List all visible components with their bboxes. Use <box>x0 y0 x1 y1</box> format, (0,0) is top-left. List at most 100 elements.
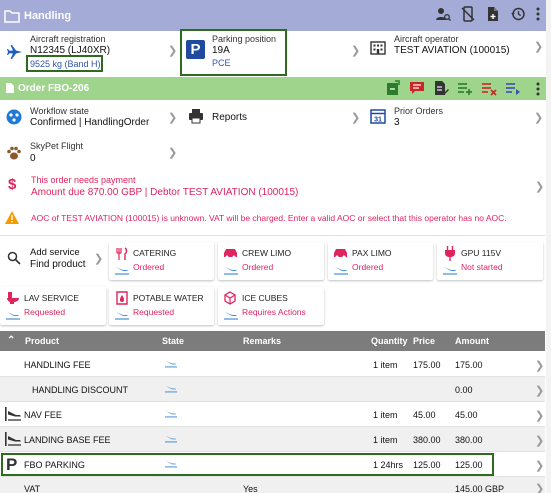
order-title: Order FBO-206 <box>18 83 90 94</box>
service-card-catering[interactable]: CATERING Ordered <box>109 242 214 280</box>
landing-plane-icon <box>5 407 21 421</box>
service-name: GPU 115V <box>461 248 502 258</box>
scrollbar[interactable] <box>546 0 551 493</box>
building-icon <box>370 41 386 55</box>
chevron-right-icon: ❯ <box>351 45 361 57</box>
collapse-icon[interactable]: ⌃ <box>7 335 16 346</box>
aircraft-weight: 9525 kg (Band H) <box>30 59 101 69</box>
chevron-right-icon: ❯ <box>534 41 544 53</box>
operator-value: TEST AVIATION (100015) <box>394 45 510 56</box>
product-name: HANDLING FEE <box>24 360 91 370</box>
row-quantity: 1 item <box>373 410 398 420</box>
arrival-icon <box>224 312 238 320</box>
col-price[interactable]: Price <box>413 336 436 346</box>
row-amount: 125.00 <box>455 460 483 470</box>
add-list-icon[interactable] <box>457 80 473 96</box>
service-name: POTABLE WATER <box>133 293 204 303</box>
row-quantity: 1 item <box>373 435 398 445</box>
col-quantity[interactable]: Quantity <box>371 336 408 346</box>
history-icon[interactable] <box>510 6 526 22</box>
more-vertical-icon[interactable] <box>535 81 541 97</box>
no-phone-icon[interactable] <box>460 6 476 22</box>
col-state[interactable]: State <box>162 336 185 346</box>
car-icon <box>224 249 237 259</box>
chevron-right-icon: ❯ <box>168 147 178 159</box>
aoc-warning-text: AOC of TEST AVIATION (100015) is unknown… <box>31 213 507 223</box>
product-name: LANDING BASE FEE <box>24 435 111 445</box>
table-row[interactable]: VAT Yes 145.00 GBP ❯ <box>0 477 545 493</box>
parking-highlight <box>180 29 287 76</box>
col-remarks[interactable]: Remarks <box>243 336 282 346</box>
service-state: Requested <box>24 307 66 317</box>
landing-plane-icon <box>5 432 21 446</box>
parking-position[interactable]: P Parking position 19A PCE ❯ <box>180 29 363 76</box>
add-service-button[interactable]: Add service Find product ❯ <box>0 242 106 280</box>
more-vertical-icon[interactable] <box>535 6 541 22</box>
comment-icon[interactable] <box>409 80 425 96</box>
user-search-icon[interactable] <box>435 6 451 22</box>
service-card-gpu[interactable]: GPU 115V Not started <box>437 242 543 280</box>
service-card-potable-water[interactable]: POTABLE WATER Requested <box>109 287 214 325</box>
reports-label: Reports <box>212 112 248 123</box>
service-state: Not started <box>461 262 503 272</box>
remove-list-icon[interactable] <box>481 80 497 96</box>
service-card-lav[interactable]: LAV SERVICE Requested <box>0 287 106 325</box>
parking-value: 19A <box>212 45 230 56</box>
arrival-icon <box>165 360 177 368</box>
row-remarks: Yes <box>243 484 258 493</box>
table-row[interactable]: NAV FEE 1 item 45.00 45.00 ❯ <box>0 402 545 427</box>
order-header: Order FBO-206 <box>0 77 551 100</box>
service-card-ice-cubes[interactable]: ICE CUBES Requires Actions <box>218 287 324 325</box>
add-service-label: Add service <box>30 247 80 258</box>
table-row[interactable]: LANDING BASE FEE 1 item 380.00 380.00 ❯ <box>0 427 545 452</box>
service-card-crew-limo[interactable]: CREW LIMO Ordered <box>218 242 324 280</box>
workflow-state[interactable]: Workflow state Confirmed | HandlingOrder… <box>0 102 180 134</box>
dollar-icon: $ <box>8 176 17 193</box>
arrival-icon <box>165 435 177 443</box>
skypet-flight[interactable]: SkyPet Flight 0 ❯ <box>0 137 180 169</box>
row-amount: 45.00 <box>455 410 478 420</box>
service-state: Requires Actions <box>242 307 306 317</box>
workflow-icon <box>6 109 22 125</box>
add-note-icon[interactable] <box>385 80 401 96</box>
reports-button[interactable]: Reports ❯ <box>180 102 363 134</box>
row-quantity: 1 item <box>373 360 398 370</box>
plug-icon <box>445 246 455 261</box>
arrival-icon <box>165 385 177 393</box>
prior-orders-value: 3 <box>394 117 400 128</box>
chevron-right-icon: ❯ <box>535 435 545 447</box>
col-product[interactable]: Product <box>25 336 60 346</box>
arrival-icon <box>115 267 129 275</box>
parking-sub: PCE <box>212 58 231 68</box>
printer-icon <box>189 109 203 124</box>
table-row[interactable]: HANDLING DISCOUNT 0.00 ❯ <box>0 377 545 402</box>
catering-icon <box>116 247 128 260</box>
add-document-icon[interactable] <box>485 6 501 22</box>
chevron-right-icon: ❯ <box>535 385 545 397</box>
service-card-pax-limo[interactable]: PAX LIMO Ordered <box>328 242 433 280</box>
service-name: CREW LIMO <box>242 248 292 258</box>
row-amount: 380.00 <box>455 435 483 445</box>
aoc-warning: AOC of TEST AVIATION (100015) is unknown… <box>0 208 551 228</box>
calendar-icon: 31 <box>370 109 386 124</box>
chevron-right-icon: ❯ <box>168 45 178 57</box>
aircraft-registration[interactable]: Aircraft registration N12345 (LJ40XR) 95… <box>0 32 180 76</box>
service-state: Ordered <box>133 262 165 272</box>
prior-orders[interactable]: 31 Prior Orders 3 ❯ <box>363 102 551 134</box>
handling-header: Handling <box>0 0 551 31</box>
folder-icon <box>4 9 20 23</box>
chevron-right-icon: ❯ <box>168 112 178 124</box>
payment-notice[interactable]: $ This order needs payment Amount due 87… <box>0 173 551 201</box>
table-row[interactable]: P FBO PARKING 1 24hrs 125.00 125.00 ❯ <box>0 452 545 477</box>
service-name: ICE CUBES <box>242 293 288 303</box>
play-list-icon[interactable] <box>505 80 521 96</box>
service-state: Ordered <box>352 262 384 272</box>
aircraft-operator[interactable]: Aircraft operator TEST AVIATION (100015)… <box>363 32 551 76</box>
arrival-icon <box>334 267 348 275</box>
table-row[interactable]: HANDLING FEE 1 item 175.00 175.00 ❯ <box>0 352 545 377</box>
chevron-right-icon: ❯ <box>535 360 545 372</box>
search-icon <box>7 251 21 265</box>
prior-orders-label: Prior Orders <box>394 106 444 116</box>
edit-document-icon[interactable] <box>433 80 449 96</box>
col-amount[interactable]: Amount <box>455 336 489 346</box>
